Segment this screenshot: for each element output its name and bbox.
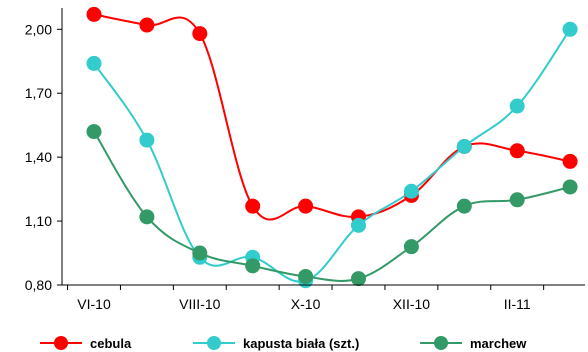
data-point <box>139 209 155 225</box>
x-tick-label: XII-10 <box>393 296 431 312</box>
data-point <box>139 132 155 148</box>
axes-layer: 0,80 1,10 1,40 1,70 2,00 VI-10 VIII-10 X-10 XII-… <box>25 8 585 312</box>
series-layer <box>86 6 578 289</box>
legend-marker <box>207 336 221 350</box>
legend-label: cebula <box>90 336 132 351</box>
data-point <box>509 192 525 208</box>
data-point <box>192 26 208 42</box>
y-tick-label: 1,70 <box>25 85 52 101</box>
x-tick-label: VIII-10 <box>179 296 220 312</box>
series-0 <box>86 6 578 225</box>
data-point <box>245 198 261 214</box>
data-point <box>456 139 472 154</box>
data-point <box>245 258 261 274</box>
legend-item-1: kapusta biała (szt.) <box>193 336 359 351</box>
y-tick-label: 1,10 <box>25 213 52 229</box>
data-point <box>192 245 208 261</box>
legend: cebula kapusta biała (szt.) marchew <box>40 336 527 351</box>
legend-marker <box>54 336 68 350</box>
x-tick-label: II-11 <box>504 296 531 312</box>
legend-item-0: cebula <box>40 336 132 351</box>
data-point <box>456 198 472 214</box>
x-tick-label: X-10 <box>291 296 321 312</box>
data-point <box>86 6 102 22</box>
data-point <box>509 143 525 159</box>
data-point <box>509 98 525 114</box>
data-point <box>562 153 578 169</box>
data-point <box>351 271 366 287</box>
data-point <box>562 179 578 195</box>
series-1 <box>86 21 578 289</box>
legend-label: kapusta biała (szt.) <box>243 336 359 351</box>
data-point <box>403 239 419 255</box>
data-point <box>139 17 155 33</box>
series-line <box>93 28 571 283</box>
data-point <box>86 124 102 140</box>
legend-item-2: marchew <box>420 336 527 351</box>
data-point <box>562 21 578 37</box>
data-point <box>298 268 314 284</box>
series-line <box>93 13 571 221</box>
data-point <box>86 55 102 71</box>
y-tick-label: 2,00 <box>25 21 52 37</box>
data-point <box>351 217 366 233</box>
series-line <box>93 131 571 282</box>
x-tick-label: VI-10 <box>77 296 111 312</box>
legend-marker <box>434 336 448 350</box>
data-point <box>298 198 314 214</box>
y-tick-label: 1,40 <box>25 149 52 165</box>
data-point <box>403 183 419 199</box>
legend-label: marchew <box>470 336 527 351</box>
series-2 <box>86 124 578 287</box>
y-tick-label: 0,80 <box>25 277 52 293</box>
